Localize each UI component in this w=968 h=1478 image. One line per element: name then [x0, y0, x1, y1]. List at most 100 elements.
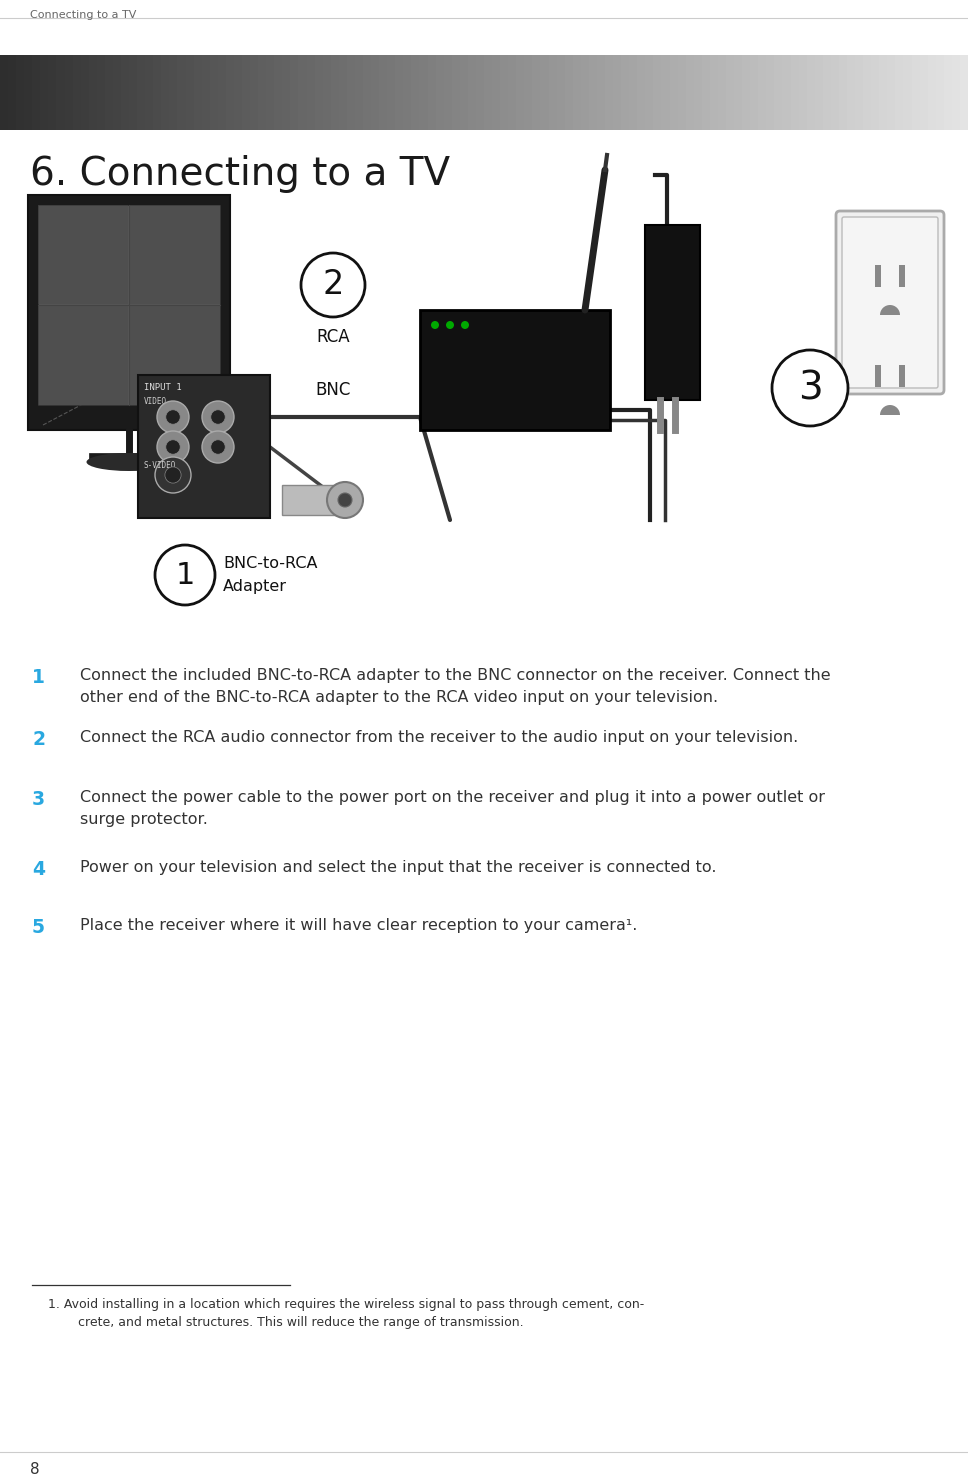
Polygon shape	[710, 55, 718, 130]
Polygon shape	[903, 55, 912, 130]
Polygon shape	[38, 205, 128, 304]
Polygon shape	[476, 55, 484, 130]
Polygon shape	[130, 205, 220, 304]
Text: 6. Connecting to a TV: 6. Connecting to a TV	[30, 155, 450, 194]
Polygon shape	[806, 55, 815, 130]
Polygon shape	[266, 55, 274, 130]
Polygon shape	[516, 55, 525, 130]
Text: INPUT 1: INPUT 1	[144, 383, 182, 392]
Text: 5: 5	[32, 918, 45, 937]
Text: 1: 1	[175, 560, 195, 590]
Polygon shape	[815, 55, 823, 130]
Polygon shape	[871, 55, 879, 130]
Polygon shape	[145, 55, 153, 130]
Circle shape	[157, 401, 189, 433]
Circle shape	[155, 457, 191, 494]
Polygon shape	[899, 365, 905, 387]
Polygon shape	[952, 55, 960, 130]
Text: Connect the RCA audio connector from the receiver to the audio input on your tel: Connect the RCA audio connector from the…	[80, 730, 799, 745]
Text: 3: 3	[798, 370, 823, 406]
Text: Power on your television and select the input that the receiver is connected to.: Power on your television and select the …	[80, 860, 716, 875]
Polygon shape	[234, 55, 242, 130]
Polygon shape	[258, 55, 266, 130]
Circle shape	[431, 321, 439, 330]
Polygon shape	[129, 55, 137, 130]
Polygon shape	[307, 55, 315, 130]
Text: surge protector.: surge protector.	[80, 811, 208, 828]
Polygon shape	[685, 55, 694, 130]
Polygon shape	[726, 55, 734, 130]
Polygon shape	[863, 55, 871, 130]
Polygon shape	[694, 55, 702, 130]
Polygon shape	[855, 55, 863, 130]
Polygon shape	[670, 55, 678, 130]
Text: Connecting to a TV: Connecting to a TV	[30, 10, 136, 21]
Polygon shape	[38, 205, 220, 405]
Polygon shape	[56, 55, 65, 130]
Text: 8: 8	[30, 1462, 40, 1477]
Polygon shape	[927, 55, 936, 130]
Polygon shape	[540, 55, 549, 130]
Wedge shape	[880, 304, 900, 315]
Polygon shape	[137, 55, 145, 130]
Polygon shape	[637, 55, 646, 130]
Polygon shape	[0, 55, 8, 130]
Polygon shape	[162, 55, 169, 130]
Polygon shape	[758, 55, 767, 130]
Circle shape	[211, 409, 226, 424]
Circle shape	[446, 321, 454, 330]
Polygon shape	[315, 55, 322, 130]
Text: Adapter: Adapter	[223, 579, 287, 594]
Polygon shape	[899, 265, 905, 287]
Circle shape	[202, 432, 234, 463]
Polygon shape	[484, 55, 492, 130]
Polygon shape	[283, 55, 290, 130]
Ellipse shape	[86, 452, 171, 471]
Polygon shape	[734, 55, 742, 130]
Circle shape	[338, 494, 352, 507]
Polygon shape	[395, 55, 404, 130]
FancyBboxPatch shape	[836, 211, 944, 395]
Polygon shape	[226, 55, 234, 130]
Polygon shape	[875, 365, 881, 387]
Polygon shape	[130, 306, 220, 405]
Text: BNC-to-RCA: BNC-to-RCA	[223, 556, 318, 571]
Polygon shape	[331, 55, 339, 130]
Text: 2: 2	[32, 730, 45, 749]
Polygon shape	[508, 55, 516, 130]
Polygon shape	[653, 55, 661, 130]
Polygon shape	[404, 55, 411, 130]
Text: Connect the included BNC-to-RCA adapter to the BNC connector on the receiver. Co: Connect the included BNC-to-RCA adapter …	[80, 668, 831, 683]
Polygon shape	[791, 55, 799, 130]
Polygon shape	[452, 55, 460, 130]
Polygon shape	[201, 55, 210, 130]
Polygon shape	[581, 55, 589, 130]
Circle shape	[211, 440, 226, 454]
Polygon shape	[194, 55, 201, 130]
Circle shape	[165, 467, 181, 483]
Polygon shape	[48, 55, 56, 130]
Polygon shape	[960, 55, 968, 130]
Text: 4: 4	[32, 860, 45, 879]
Polygon shape	[138, 375, 270, 517]
Text: Place the receiver where it will have clear reception to your camera¹.: Place the receiver where it will have cl…	[80, 918, 637, 933]
Circle shape	[301, 253, 365, 316]
FancyBboxPatch shape	[842, 217, 938, 389]
Circle shape	[166, 409, 180, 424]
Polygon shape	[298, 55, 307, 130]
Polygon shape	[468, 55, 476, 130]
Polygon shape	[105, 55, 113, 130]
Polygon shape	[500, 55, 508, 130]
Polygon shape	[121, 55, 129, 130]
Polygon shape	[920, 55, 927, 130]
Polygon shape	[411, 55, 419, 130]
Polygon shape	[888, 55, 895, 130]
Polygon shape	[274, 55, 283, 130]
Polygon shape	[774, 55, 782, 130]
Polygon shape	[782, 55, 791, 130]
Polygon shape	[218, 55, 226, 130]
Polygon shape	[379, 55, 387, 130]
Polygon shape	[661, 55, 670, 130]
Polygon shape	[38, 306, 128, 405]
Polygon shape	[322, 55, 331, 130]
